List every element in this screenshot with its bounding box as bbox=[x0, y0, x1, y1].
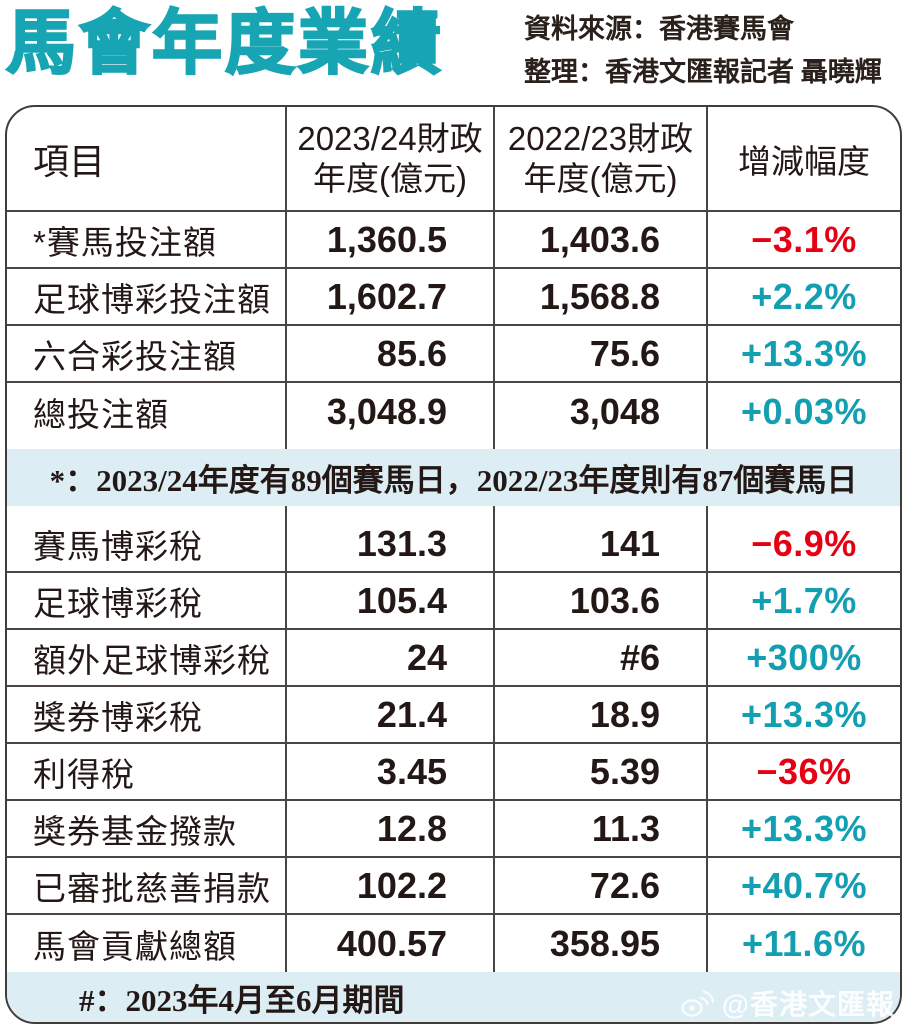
compiler-line: 整理：香港文匯報記者 聶曉輝 bbox=[524, 57, 882, 87]
source-credit: 資料來源：香港賽馬會 整理：香港文匯報記者 聶曉輝 bbox=[524, 8, 904, 94]
change-value: −36% bbox=[756, 750, 852, 792]
row-label: 賽馬博彩稅 bbox=[7, 516, 287, 571]
table-row: 利得稅 3.45 5.39 −36% bbox=[7, 744, 900, 801]
row-label: 額外足球博彩稅 bbox=[7, 630, 287, 685]
row-label: 足球博彩投注額 bbox=[7, 269, 287, 324]
results-table: 項目 2023/24財政 年度(億元) 2022/23財政 年度(億元) 增減幅… bbox=[5, 105, 902, 1024]
header-fy2023: 2022/23財政 年度(億元) bbox=[495, 107, 708, 210]
change-value: +300% bbox=[746, 636, 862, 678]
fy2024-value: 24 bbox=[287, 630, 495, 685]
row-label: 六合彩投注額 bbox=[7, 326, 287, 381]
change-value: +2.2% bbox=[751, 275, 857, 317]
fy2023-value: 11.3 bbox=[495, 801, 708, 856]
fy2024-value: 131.3 bbox=[287, 516, 495, 571]
table-row: 六合彩投注額 85.6 75.6 +13.3% bbox=[7, 326, 900, 383]
fy2023-value: #6 bbox=[495, 630, 708, 685]
table-header-row: 項目 2023/24財政 年度(億元) 2022/23財政 年度(億元) 增減幅… bbox=[7, 107, 900, 212]
source-line: 資料來源：香港賽馬會 bbox=[524, 14, 794, 44]
turnover-section: *賽馬投注額 1,360.5 1,403.6 −3.1% 足球博彩投注額 1,602.7 1… bbox=[7, 212, 900, 440]
fy2023-value: 18.9 bbox=[495, 687, 708, 742]
watermark: @香港文匯報 bbox=[680, 983, 895, 1023]
table-row: 馬會貢獻總額 400.57 358.95 +11.6% bbox=[7, 915, 900, 972]
row-label: 已審批慈善捐款 bbox=[7, 858, 287, 913]
table-row: 總投注額 3,048.9 3,048 +0.03% bbox=[7, 383, 900, 440]
fy2023-value: 1,568.8 bbox=[495, 269, 708, 324]
row-label: 獎券博彩稅 bbox=[7, 687, 287, 742]
row-label: 足球博彩稅 bbox=[7, 573, 287, 628]
fy2024-value: 400.57 bbox=[287, 915, 495, 972]
row-label: 馬會貢獻總額 bbox=[7, 915, 287, 972]
fy2024-value: 21.4 bbox=[287, 687, 495, 742]
row-label: *賽馬投注額 bbox=[7, 212, 287, 267]
fy2023-value: 358.95 bbox=[495, 915, 708, 972]
header-change: 增減幅度 bbox=[738, 142, 870, 180]
table-row: *賽馬投注額 1,360.5 1,403.6 −3.1% bbox=[7, 212, 900, 269]
page-title: 馬會年度業績 bbox=[5, 3, 444, 83]
change-value: +13.3% bbox=[740, 332, 868, 374]
fy2024-value: 102.2 bbox=[287, 858, 495, 913]
spacer-row bbox=[7, 506, 900, 516]
weibo-icon bbox=[680, 990, 714, 1017]
header-item: 項目 bbox=[7, 107, 287, 210]
fy2023-value: 1,403.6 bbox=[495, 212, 708, 267]
fy2024-value: 12.8 bbox=[287, 801, 495, 856]
fy2024-value: 85.6 bbox=[287, 326, 495, 381]
row-label: 總投注額 bbox=[7, 383, 287, 440]
fy2023-value: 75.6 bbox=[495, 326, 708, 381]
table-row: 賽馬博彩稅 131.3 141 −6.9% bbox=[7, 516, 900, 573]
fy2024-value: 3.45 bbox=[287, 744, 495, 799]
fy2023-value: 3,048 bbox=[495, 383, 708, 440]
row-label: 獎券基金撥款 bbox=[7, 801, 287, 856]
fy2024-value: 3,048.9 bbox=[287, 383, 495, 440]
racing-days-note: *：2023/24年度有89個賽馬日，2022/23年度則有87個賽馬日 bbox=[7, 449, 900, 506]
header-fy2023-line1: 2022/23財政 bbox=[507, 119, 694, 157]
table-row: 額外足球博彩稅 24 #6 +300% bbox=[7, 630, 900, 687]
watermark-text: @香港文匯報 bbox=[721, 989, 895, 1020]
header-fy2024-line1: 2023/24財政 bbox=[297, 119, 483, 157]
table-row: 足球博彩投注額 1,602.7 1,568.8 +2.2% bbox=[7, 269, 900, 326]
fy2024-value: 1,360.5 bbox=[287, 212, 495, 267]
fy2023-value: 72.6 bbox=[495, 858, 708, 913]
spacer-row bbox=[7, 440, 900, 449]
table-row: 獎券博彩稅 21.4 18.9 +13.3% bbox=[7, 687, 900, 744]
tax-contribution-section: 賽馬博彩稅 131.3 141 −6.9% 足球博彩稅 105.4 103.6 +1.7% 額外… bbox=[7, 516, 900, 972]
table-row: 足球博彩稅 105.4 103.6 +1.7% bbox=[7, 573, 900, 630]
change-value: +11.6% bbox=[741, 922, 867, 964]
header-fy2024-line2: 年度(億元) bbox=[313, 159, 467, 197]
change-value: +40.7% bbox=[740, 864, 868, 906]
change-value: +0.03% bbox=[740, 390, 868, 432]
header-fy2024: 2023/24財政 年度(億元) bbox=[287, 107, 495, 210]
change-value: +13.3% bbox=[740, 807, 868, 849]
table-row: 獎券基金撥款 12.8 11.3 +13.3% bbox=[7, 801, 900, 858]
masthead: 馬會年度業績 資料來源：香港賽馬會 整理：香港文匯報記者 聶曉輝 bbox=[0, 0, 907, 100]
row-label: 利得稅 bbox=[7, 744, 287, 799]
fy2023-value: 5.39 bbox=[495, 744, 708, 799]
change-value: +13.3% bbox=[740, 693, 868, 735]
header-fy2023-line2: 年度(億元) bbox=[523, 159, 678, 197]
fy2024-value: 1,602.7 bbox=[287, 269, 495, 324]
change-value: −3.1% bbox=[751, 218, 857, 260]
fy2023-value: 103.6 bbox=[495, 573, 708, 628]
period-note: #：2023年4月至6月期間 bbox=[7, 972, 900, 1022]
fy2024-value: 105.4 bbox=[287, 573, 495, 628]
change-value: +1.7% bbox=[751, 579, 857, 621]
change-value: −6.9% bbox=[751, 522, 857, 564]
table-row: 已審批慈善捐款 102.2 72.6 +40.7% bbox=[7, 858, 900, 915]
fy2023-value: 141 bbox=[495, 516, 708, 571]
